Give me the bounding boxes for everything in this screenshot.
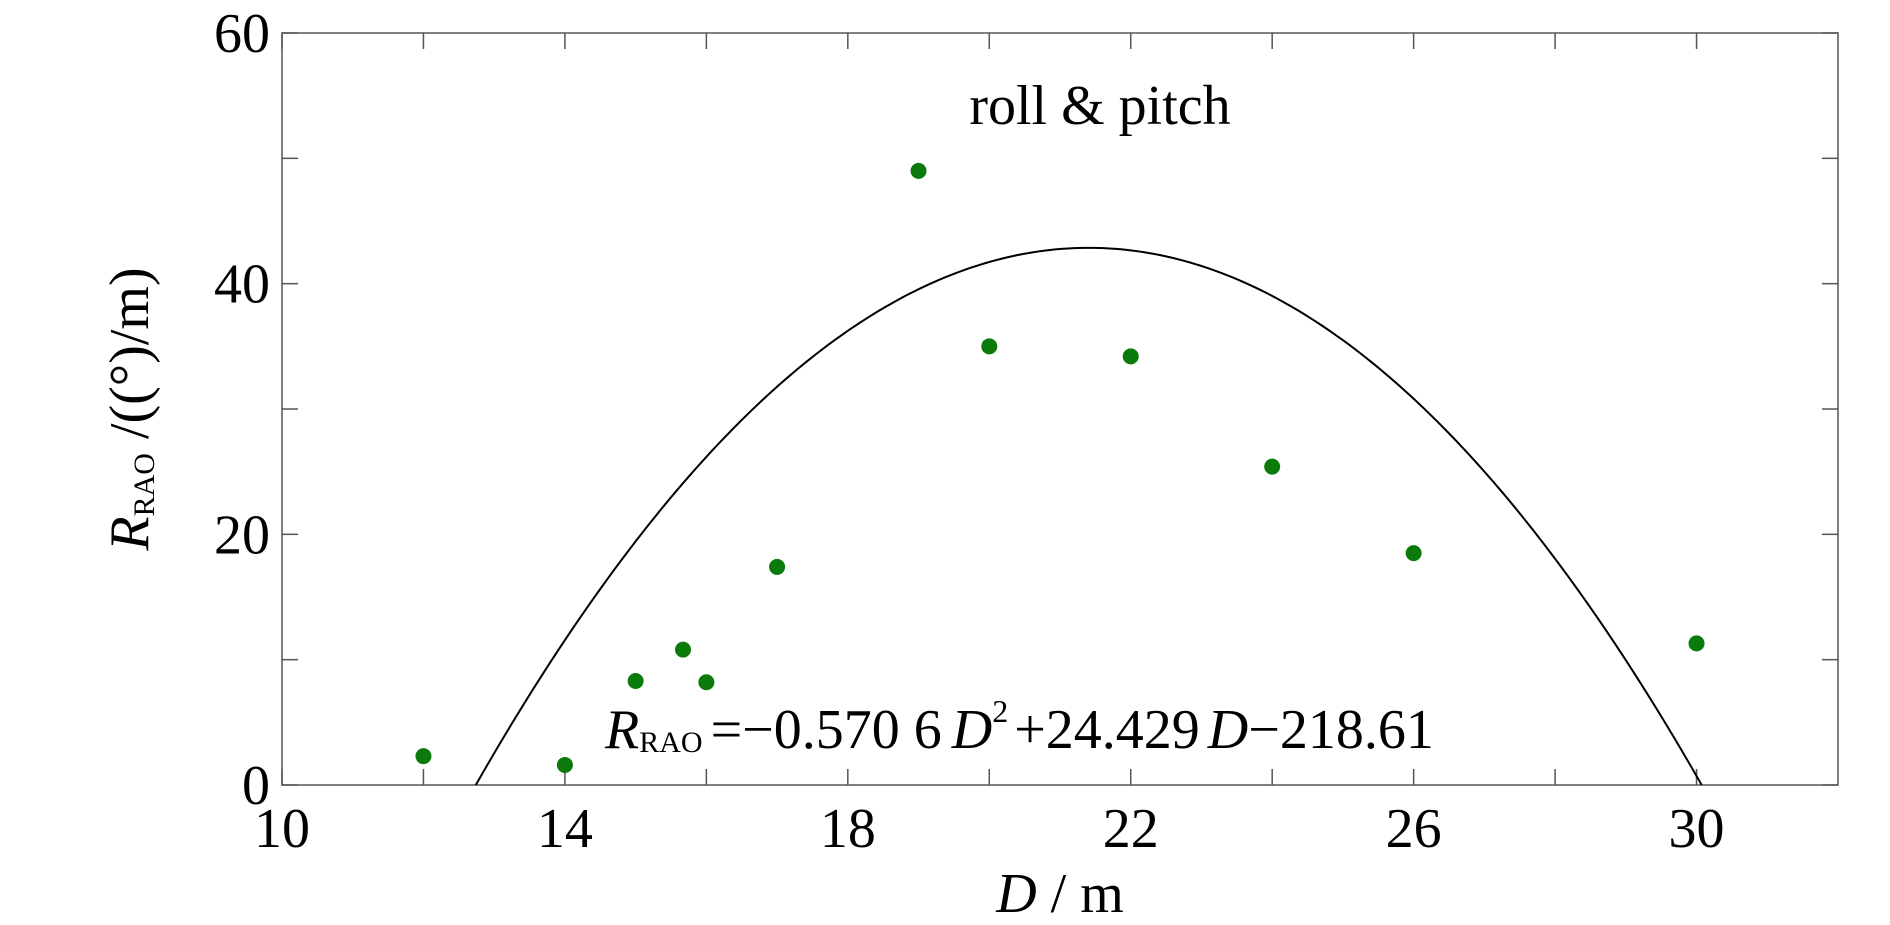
x-axis-var: D bbox=[995, 863, 1036, 925]
data-point bbox=[556, 756, 573, 773]
equation-part2: +24.429 bbox=[1014, 699, 1200, 761]
equation-part1: =−0.570 6 bbox=[711, 699, 942, 761]
y-axis-var: R bbox=[99, 516, 161, 551]
tick-labels: 10 14 18 22 26 30 0 20 40 60 bbox=[214, 3, 1725, 860]
fit-curve bbox=[474, 246, 1703, 786]
equation-exp: 2 bbox=[992, 693, 1008, 729]
x-axis-unit: / m bbox=[1037, 863, 1124, 925]
data-points bbox=[415, 162, 1705, 773]
x-tick-label: 14 bbox=[537, 798, 593, 860]
chart-annotation: roll & pitch bbox=[969, 75, 1230, 137]
y-axis-unit: /((°)/m) bbox=[99, 267, 161, 453]
fit-equation: RRAO =−0.570 6 D2 +24.429 D−218.61 bbox=[604, 693, 1434, 761]
data-point bbox=[769, 558, 786, 575]
equation-lhs-var: R bbox=[604, 699, 639, 761]
equation-lhs-sub: RAO bbox=[639, 726, 702, 759]
data-point bbox=[627, 672, 644, 689]
data-point bbox=[1264, 458, 1281, 475]
data-point bbox=[1688, 635, 1705, 652]
data-point bbox=[675, 641, 692, 658]
equation-part3: −218.61 bbox=[1248, 699, 1434, 761]
axis-ticks bbox=[281, 32, 1838, 786]
y-axis-title: RRAO /((°)/m) bbox=[99, 267, 161, 551]
x-tick-label: 22 bbox=[1103, 798, 1159, 860]
x-tick-label: 18 bbox=[820, 798, 876, 860]
data-point bbox=[415, 748, 432, 765]
equation-var1: D bbox=[951, 699, 992, 761]
data-point bbox=[1122, 348, 1139, 365]
y-tick-label: 0 bbox=[242, 755, 270, 817]
x-tick-label: 30 bbox=[1669, 798, 1725, 860]
y-tick-label: 20 bbox=[214, 504, 270, 566]
equation-var2: D bbox=[1207, 699, 1248, 761]
x-axis-title: D / m bbox=[995, 863, 1124, 925]
data-point bbox=[981, 338, 998, 355]
y-tick-label: 60 bbox=[214, 3, 270, 65]
data-point bbox=[1405, 545, 1422, 562]
y-axis-sub: RAO bbox=[128, 453, 161, 516]
data-point bbox=[698, 674, 715, 691]
x-tick-label: 26 bbox=[1386, 798, 1442, 860]
plot-frame bbox=[281, 32, 1839, 786]
x-tick-label: 10 bbox=[254, 798, 310, 860]
data-point bbox=[910, 162, 927, 179]
y-tick-label: 40 bbox=[214, 254, 270, 316]
